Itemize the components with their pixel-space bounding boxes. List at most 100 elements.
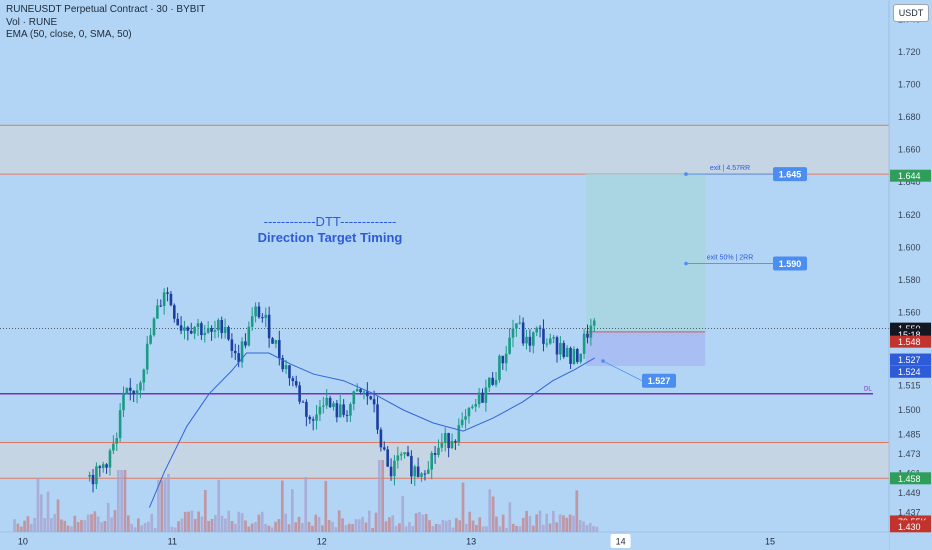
volume-bar xyxy=(448,519,451,532)
candle-body xyxy=(322,405,325,407)
dtt-dashes: ------------DTT------------- xyxy=(264,214,397,229)
volume-bar xyxy=(562,515,565,532)
candle-body xyxy=(240,341,244,363)
candle-body xyxy=(552,337,555,339)
candle-body xyxy=(362,391,366,393)
candle-body xyxy=(467,407,471,417)
candle-body xyxy=(173,305,176,319)
candle-body xyxy=(274,340,278,344)
volume-bar xyxy=(173,527,177,532)
volume-bar xyxy=(70,526,73,532)
candle-body xyxy=(450,440,454,449)
volume-bar xyxy=(572,515,575,532)
candle-body xyxy=(328,397,332,408)
volume-bar xyxy=(60,519,63,532)
candle-body xyxy=(423,473,427,475)
volume-bar xyxy=(234,523,237,532)
price-tag-label: 1.524 xyxy=(898,367,921,377)
volume-bar xyxy=(76,522,80,532)
dtt-title: Direction Target Timing xyxy=(258,230,403,245)
symbol-title[interactable]: RUNEUSDT Perpetual Contract · 30 · BYBIT xyxy=(6,4,206,15)
volume-bar xyxy=(558,514,562,532)
volume-bar xyxy=(501,514,505,532)
volume-bar xyxy=(177,521,180,532)
volume-bar xyxy=(347,523,351,532)
volume-bar xyxy=(357,519,361,532)
candle-body xyxy=(393,460,396,477)
candle-body xyxy=(162,292,166,306)
volume-bar xyxy=(180,518,184,532)
volume-bar xyxy=(230,520,234,532)
volume-bar xyxy=(96,516,100,532)
candle-body xyxy=(193,326,196,334)
price-tick-label: 1.600 xyxy=(898,242,921,252)
candle-body xyxy=(166,292,169,294)
candle-body xyxy=(389,466,393,477)
candle-body xyxy=(305,401,308,417)
candle-body xyxy=(369,396,373,400)
candle-body xyxy=(494,379,498,385)
exit-half-price: 1.590 xyxy=(779,259,802,269)
volume-bar xyxy=(377,460,381,532)
volume-bar xyxy=(414,513,418,532)
volume-bar xyxy=(86,514,90,532)
volume-indicator-label[interactable]: Vol · RUNE xyxy=(6,16,58,28)
price-tick-label: 1.500 xyxy=(898,405,921,415)
volume-bar xyxy=(207,520,211,532)
volume-bar xyxy=(13,519,16,532)
candle-body xyxy=(460,419,464,426)
candle-body xyxy=(511,328,515,338)
candle-body xyxy=(464,416,467,420)
volume-bar xyxy=(284,513,287,532)
volume-bar xyxy=(421,514,425,532)
time-tick-label: 15 xyxy=(765,537,775,547)
volume-bar xyxy=(341,518,344,532)
volume-bar xyxy=(270,527,274,532)
candle-body xyxy=(186,327,190,331)
volume-bar xyxy=(116,470,120,532)
volume-bar xyxy=(491,496,495,532)
candle-body xyxy=(122,393,125,411)
volume-bar xyxy=(364,522,368,532)
candle-body xyxy=(264,314,268,319)
volume-bar xyxy=(475,524,478,532)
currency-button[interactable]: USDT xyxy=(893,4,929,22)
target-zone xyxy=(585,174,706,332)
exit-full-label: exit | 4.57RR xyxy=(710,165,750,172)
candle-body xyxy=(508,337,511,354)
volume-bar xyxy=(244,520,247,532)
volume-bar xyxy=(575,490,579,532)
price-tick-label: 1.680 xyxy=(898,112,921,122)
candle-body xyxy=(288,365,291,379)
volume-bar xyxy=(113,510,117,532)
volume-bar xyxy=(203,489,207,532)
volume-bar xyxy=(314,514,318,532)
candle-body xyxy=(176,318,180,326)
volume-bar xyxy=(535,514,538,532)
candle-body xyxy=(386,449,389,467)
candle-body xyxy=(125,387,129,394)
volume-bar xyxy=(147,521,150,532)
candle-body xyxy=(504,353,508,364)
volume-bar xyxy=(585,525,589,532)
candle-body xyxy=(454,440,457,443)
volume-bar xyxy=(26,516,30,532)
volume-bar xyxy=(528,516,532,532)
candle-body xyxy=(112,443,115,451)
candle-body xyxy=(562,343,566,357)
candle-body xyxy=(521,322,525,344)
volume-bar xyxy=(518,526,522,532)
candle-body xyxy=(518,322,522,324)
volume-bar xyxy=(384,521,388,532)
candle-body xyxy=(498,355,501,380)
candle-body xyxy=(179,325,183,331)
stop-zone xyxy=(585,331,706,367)
candle-body xyxy=(447,433,450,449)
volume-bar xyxy=(217,479,221,532)
candle-body xyxy=(213,330,217,332)
ema-indicator-label[interactable]: EMA (50, close, 0, SMA, 50) xyxy=(6,29,132,40)
volume-bar xyxy=(485,526,488,532)
candle-body xyxy=(95,466,98,485)
